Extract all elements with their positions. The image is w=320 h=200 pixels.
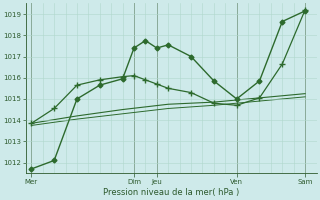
X-axis label: Pression niveau de la mer( hPa ): Pression niveau de la mer( hPa ) [103, 188, 239, 197]
